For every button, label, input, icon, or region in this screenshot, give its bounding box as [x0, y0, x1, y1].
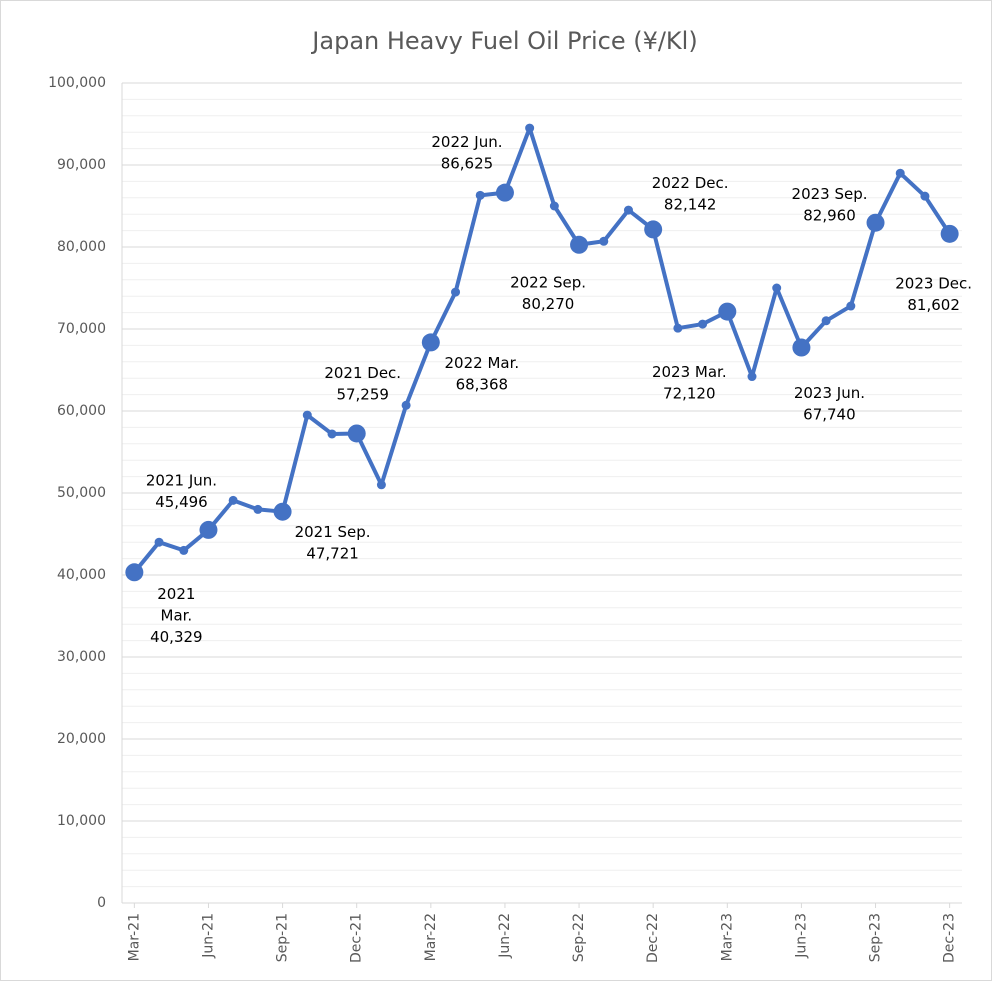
- data-label: 2023 Sep.: [792, 185, 868, 203]
- data-label: 2022 Dec.: [652, 174, 729, 192]
- highlight-marker: [718, 302, 737, 321]
- marker: [302, 410, 312, 420]
- marker: [846, 301, 856, 311]
- data-label: 2022 Jun.: [431, 133, 502, 151]
- data-label: 2022 Mar.: [445, 354, 520, 372]
- marker: [549, 201, 559, 211]
- y-tick-label: 70,000: [57, 321, 106, 337]
- highlight-marker: [495, 183, 514, 202]
- marker: [327, 429, 337, 439]
- marker: [623, 205, 633, 215]
- marker: [895, 168, 905, 178]
- data-label: Mar.: [161, 606, 193, 624]
- marker: [451, 287, 461, 297]
- marker: [772, 283, 782, 293]
- data-label: 82,960: [803, 207, 856, 225]
- y-tick-label: 10,000: [57, 813, 106, 829]
- data-label: 2021 Jun.: [146, 471, 217, 489]
- data-label: 45,496: [155, 493, 208, 511]
- marker: [821, 316, 831, 326]
- marker: [525, 123, 535, 133]
- y-tick-label: 100,000: [48, 75, 106, 91]
- line: [132, 126, 952, 574]
- marker: [673, 323, 683, 333]
- data-label: 2023 Mar.: [652, 363, 727, 381]
- y-tick-label: 60,000: [57, 403, 106, 419]
- x-tick-label: Dec-21: [349, 913, 365, 963]
- y-tick-label: 80,000: [57, 239, 106, 255]
- x-tick-label: Sep-21: [275, 913, 291, 962]
- marker: [698, 319, 708, 329]
- marker: [920, 191, 930, 201]
- marker: [154, 537, 164, 547]
- y-tick-label: 50,000: [57, 485, 106, 501]
- x-tick-label: Sep-23: [868, 913, 884, 962]
- highlight-marker: [347, 424, 366, 443]
- highlight-marker: [273, 502, 292, 521]
- data-label: 2021 Dec.: [324, 364, 401, 382]
- data-label: 81,602: [907, 296, 960, 314]
- marker: [228, 495, 238, 505]
- highlight-marker: [866, 213, 885, 232]
- x-tick-label: Mar-21: [126, 913, 142, 961]
- data-label: 82,142: [664, 195, 717, 213]
- x-tick-label: Jun-22: [497, 913, 513, 959]
- data-label: 72,120: [663, 385, 716, 403]
- x-tick-label: Dec-22: [645, 913, 661, 963]
- data-label: 57,259: [336, 385, 389, 403]
- highlight-marker: [199, 520, 218, 539]
- x-tick-label: Mar-23: [719, 913, 735, 961]
- data-label: 2021: [157, 585, 195, 603]
- marker: [401, 400, 411, 410]
- data-label: 2023 Jun.: [794, 384, 865, 402]
- highlight-marker: [570, 235, 589, 254]
- highlight-marker: [644, 220, 663, 239]
- chart-title: Japan Heavy Fuel Oil Price (¥/Kl): [310, 27, 697, 55]
- y-tick-label: 40,000: [57, 567, 106, 583]
- data-label: 2022 Sep.: [510, 273, 586, 291]
- x-tick-label: Jun-21: [200, 913, 216, 959]
- highlight-marker: [125, 563, 144, 582]
- x-tick-label: Dec-23: [942, 913, 958, 963]
- highlight-marker: [792, 338, 811, 357]
- data-label: 2023 Dec.: [895, 274, 972, 292]
- y-tick-label: 90,000: [57, 157, 106, 173]
- marker: [747, 372, 757, 382]
- data-label: 40,329: [150, 628, 203, 646]
- data-label: 68,368: [456, 375, 509, 393]
- data-label: 80,270: [522, 295, 575, 313]
- x-tick-label: Sep-22: [571, 913, 587, 962]
- x-tick-label: Jun-23: [793, 913, 809, 959]
- y-tick-label: 20,000: [57, 731, 106, 747]
- marker: [253, 504, 263, 514]
- highlight-marker: [421, 333, 440, 352]
- x-tick-label: Mar-22: [423, 913, 439, 961]
- marker: [376, 480, 386, 490]
- highlight-marker: [940, 224, 959, 243]
- marker: [599, 236, 609, 246]
- marker: [475, 190, 485, 200]
- data-label: 86,625: [441, 155, 494, 173]
- y-tick-label: 0: [97, 895, 106, 911]
- marker: [179, 545, 189, 555]
- data-label: 47,721: [306, 545, 359, 563]
- data-label: 67,740: [803, 406, 856, 424]
- data-label: 2021 Sep.: [295, 523, 371, 541]
- y-tick-label: 30,000: [57, 649, 106, 665]
